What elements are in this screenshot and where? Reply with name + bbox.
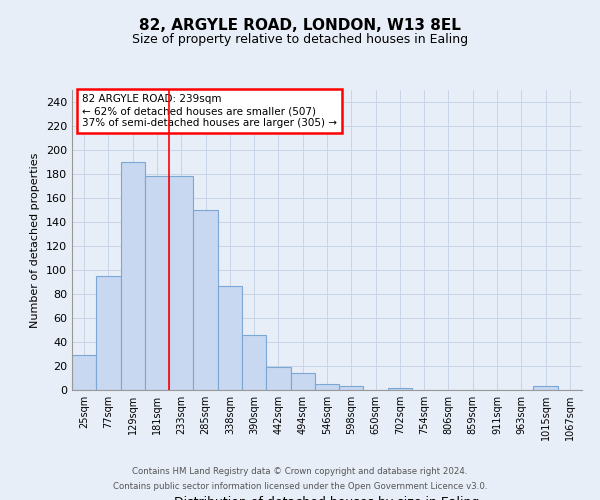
Bar [266, 367, 290, 390]
Bar [72, 355, 96, 390]
Bar [193, 210, 218, 390]
Bar [218, 286, 242, 390]
Bar [145, 176, 169, 390]
Text: 82 ARGYLE ROAD: 239sqm
← 62% of detached houses are smaller (507)
37% of semi-de: 82 ARGYLE ROAD: 239sqm ← 62% of detached… [82, 94, 337, 128]
Bar [169, 176, 193, 390]
X-axis label: Distribution of detached houses by size in Ealing: Distribution of detached houses by size … [175, 496, 479, 500]
Bar [290, 373, 315, 390]
Text: 82, ARGYLE ROAD, LONDON, W13 8EL: 82, ARGYLE ROAD, LONDON, W13 8EL [139, 18, 461, 32]
Bar [121, 162, 145, 390]
Bar [96, 276, 121, 390]
Bar [315, 384, 339, 390]
Text: Size of property relative to detached houses in Ealing: Size of property relative to detached ho… [132, 32, 468, 46]
Bar [533, 386, 558, 390]
Text: Contains HM Land Registry data © Crown copyright and database right 2024.: Contains HM Land Registry data © Crown c… [132, 467, 468, 476]
Text: Contains public sector information licensed under the Open Government Licence v3: Contains public sector information licen… [113, 482, 487, 491]
Bar [339, 386, 364, 390]
Bar [242, 335, 266, 390]
Bar [388, 388, 412, 390]
Y-axis label: Number of detached properties: Number of detached properties [31, 152, 40, 328]
